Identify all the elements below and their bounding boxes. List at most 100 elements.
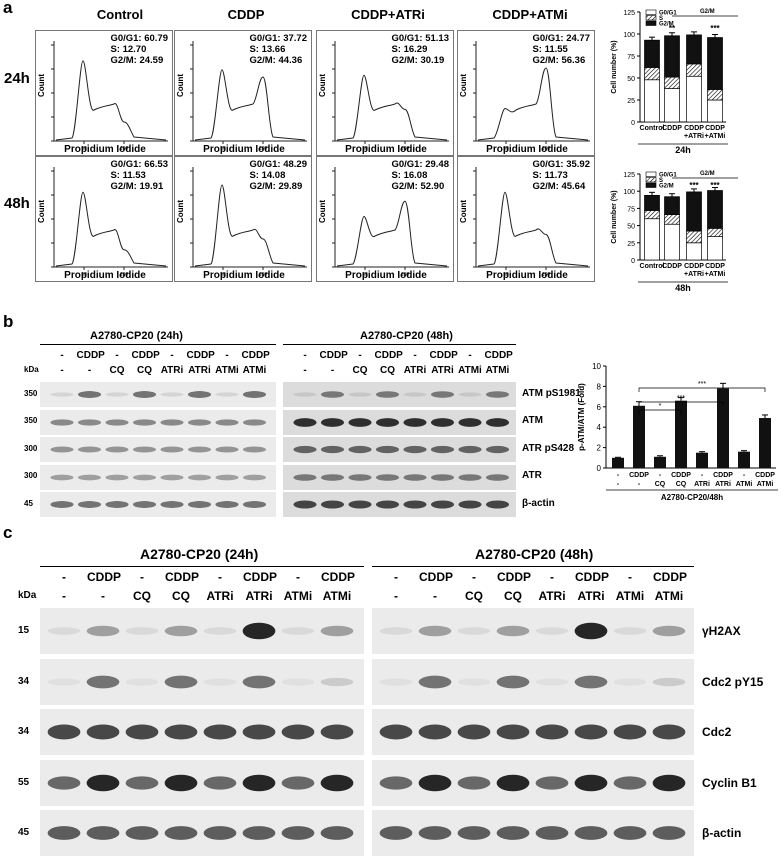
significance-marker: *** xyxy=(710,24,720,33)
protein-band xyxy=(458,445,482,454)
y-axis-label: Count xyxy=(459,199,469,224)
y-axis-label: Cell number (%) xyxy=(611,190,618,243)
lane-label-inhibitor: - xyxy=(87,365,92,376)
stat-s: S: 16.08 xyxy=(391,170,428,181)
histogram-panel: 50 100 Count Propidium Iodide G0/G1: 48.29 S:… xyxy=(174,156,312,282)
lane-label-inhibitor: ATMi xyxy=(242,365,267,376)
protein-band xyxy=(293,473,317,481)
lane-label-treatment: CDDP xyxy=(319,350,348,361)
lane-label-inhibitor: ATRi xyxy=(245,589,273,603)
stat-g0g1: G0/G1: 37.72 xyxy=(249,33,307,44)
protein-band xyxy=(242,675,276,688)
protein-label: γH2AX xyxy=(702,624,741,638)
kda-value: 45 xyxy=(24,498,33,508)
bar-segment xyxy=(664,88,680,123)
kda-value: 300 xyxy=(24,471,38,480)
y-tick-label: 0 xyxy=(631,120,635,127)
svg-text:50: 50 xyxy=(503,146,509,152)
category-label: +ATMi xyxy=(705,271,726,278)
x-axis-label: Propidium Iodide xyxy=(486,144,568,155)
histogram-plot: 50 100 xyxy=(332,41,449,152)
y-tick-label: 50 xyxy=(627,76,635,83)
kda-value: 55 xyxy=(18,776,30,788)
significance-marker: *** xyxy=(677,395,685,402)
protein-band xyxy=(203,677,237,686)
svg-text:50: 50 xyxy=(362,272,368,278)
protein-band xyxy=(77,418,102,426)
lane-label-inhibitor: CQ xyxy=(137,365,152,376)
category-label: +ATRi xyxy=(684,271,704,278)
lane-label-treatment: CDDP xyxy=(321,570,356,584)
blot-strip xyxy=(40,409,276,435)
category-label-row1: - xyxy=(659,472,662,479)
legend-swatch xyxy=(645,182,657,188)
lane-label-inhibitor: CQ xyxy=(465,589,483,603)
protein-band xyxy=(293,392,317,397)
stat-s: S: 13.66 xyxy=(249,44,286,55)
protein-band xyxy=(47,677,81,686)
protein-band xyxy=(375,417,400,427)
protein-band xyxy=(485,417,510,427)
blot-b-title-48h: A2780-CP20 (48h) xyxy=(360,330,453,342)
protein-band xyxy=(574,675,608,688)
y-axis-label: p-ATM/ATM (Fold) xyxy=(577,383,586,451)
cell-cycle-stats: G0/G1: 48.29 S: 14.08 G2/M: 29.89 xyxy=(249,159,307,192)
protein-band xyxy=(215,501,239,508)
stat-g0g1: G0/G1: 35.92 xyxy=(532,159,590,170)
stat-s: S: 11.53 xyxy=(110,170,146,181)
protein-band xyxy=(574,724,608,740)
y-tick-label: 2 xyxy=(597,444,602,453)
histogram-panel: 50 100 Count Propidium Iodide G0/G1: 51.13 S:… xyxy=(316,30,454,156)
lane-label-inhibitor: ATMi xyxy=(215,365,239,376)
histogram-panel: 50 100 Count Propidium Iodide G0/G1: 24.77 S:… xyxy=(457,30,595,156)
legend-swatch xyxy=(645,171,657,177)
bar xyxy=(675,400,687,468)
protein-band xyxy=(485,445,510,454)
protein-band xyxy=(132,391,157,398)
protein-band xyxy=(348,473,372,481)
blot-b-title-24h: A2780-CP20 (24h) xyxy=(90,330,183,342)
category-label-row2: ATRi xyxy=(694,481,710,488)
bar-segment xyxy=(644,194,660,211)
protein-band xyxy=(203,826,237,840)
svg-text:50: 50 xyxy=(220,146,226,152)
protein-band xyxy=(203,627,237,635)
stat-g2m: G2/M: 45.64 xyxy=(532,181,586,192)
protein-label: Cdc2 pY15 xyxy=(702,674,764,689)
protein-band xyxy=(458,392,482,397)
protein-band xyxy=(652,677,686,686)
legend-label: S xyxy=(659,16,663,22)
protein-band xyxy=(242,474,267,480)
protein-band xyxy=(160,474,184,480)
stat-s: S: 16.29 xyxy=(391,44,428,55)
bar xyxy=(654,456,666,468)
protein-band xyxy=(320,473,345,481)
lane-label-treatment: CDDP xyxy=(374,350,403,361)
chart-title: 24h xyxy=(675,145,691,155)
bar-segment xyxy=(664,223,680,261)
stat-g0g1: G0/G1: 29.48 xyxy=(391,159,449,170)
stat-g2m: G2/M: 44.36 xyxy=(249,55,303,66)
y-axis-label: Count xyxy=(459,73,469,98)
protein-band xyxy=(50,446,74,453)
protein-band xyxy=(430,500,455,509)
y-tick-label: 4 xyxy=(597,423,602,432)
protein-band xyxy=(164,826,198,840)
row-label-48h: 48h xyxy=(4,195,30,212)
protein-band xyxy=(574,826,608,840)
y-axis-label: Count xyxy=(176,73,186,98)
blot-strip xyxy=(372,608,694,654)
stat-g2m: G2/M: 19.91 xyxy=(110,181,164,192)
lane-label-treatment: CDDP xyxy=(484,350,513,361)
legend-label: G0/G1 xyxy=(659,173,677,179)
protein-band xyxy=(613,826,647,840)
protein-band xyxy=(375,500,400,509)
kda-value: 350 xyxy=(24,388,38,398)
protein-band xyxy=(403,473,427,481)
protein-label: ATM xyxy=(522,415,543,426)
protein-band xyxy=(86,774,120,791)
lane-label-inhibitor: ATRi xyxy=(577,589,605,603)
protein-label: ATM pS1981 xyxy=(522,387,581,399)
protein-band xyxy=(132,446,157,453)
